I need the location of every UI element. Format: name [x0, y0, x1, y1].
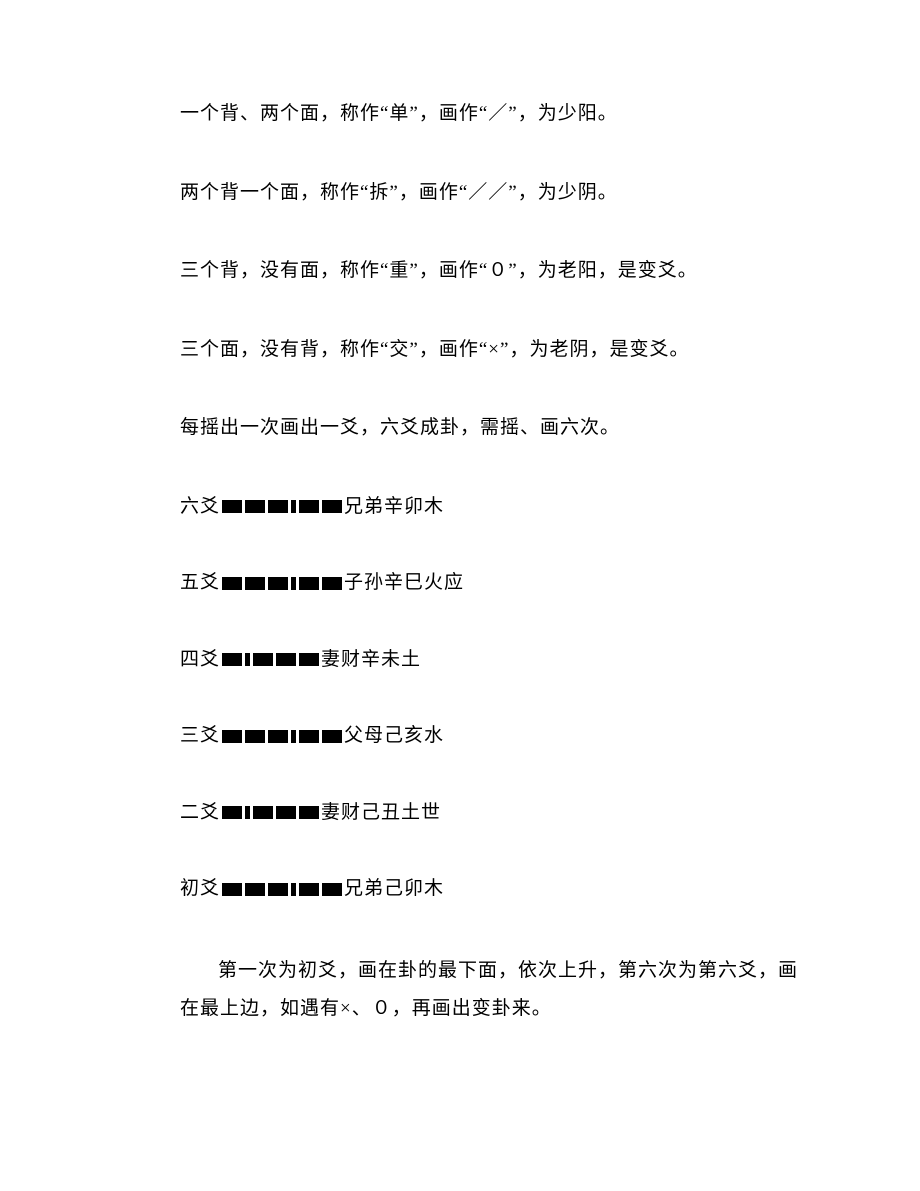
- bar-segment: [268, 730, 288, 743]
- bar-segment: [299, 806, 319, 819]
- yao-description: 父母己亥水: [344, 722, 444, 751]
- bar-segment: [222, 653, 242, 666]
- yao-description: 兄弟己卯木: [344, 875, 444, 904]
- document-content: 一个背、两个面，称作“单”，画作“／”，为少阳。 两个背一个面，称作“拆”，画作…: [0, 0, 920, 1088]
- bar-segment: [322, 883, 342, 896]
- final-paragraph: 第一次为初爻，画在卦的最下面，依次上升，第六次为第六爻，画在最上边，如遇有×、０…: [180, 952, 800, 1028]
- yao-label: 四爻: [180, 646, 220, 675]
- paragraph-3: 三个背，没有面，称作“重”，画作“０”，为老阳，是变爻。: [180, 257, 800, 286]
- yao-bar: [222, 806, 319, 819]
- yao-label: 五爻: [180, 569, 220, 598]
- bar-segment: [299, 577, 319, 590]
- bar-segment: [222, 883, 242, 896]
- paragraph-1: 一个背、两个面，称作“单”，画作“／”，为少阳。: [180, 100, 800, 129]
- bar-segment: [245, 577, 265, 590]
- yao-label: 三爻: [180, 722, 220, 751]
- bar-segment: [268, 577, 288, 590]
- yao-bar: [222, 730, 342, 743]
- bar-segment: [299, 883, 319, 896]
- bar-segment: [299, 653, 319, 666]
- yao-line-4: 三爻 父母己亥水: [180, 722, 800, 751]
- yao-description: 子孙辛巳火应: [344, 569, 464, 598]
- bar-segment: [222, 500, 242, 513]
- yao-label: 二爻: [180, 799, 220, 828]
- bar-segment: [322, 730, 342, 743]
- bar-segment: [299, 730, 319, 743]
- yao-bar: [222, 577, 342, 590]
- paragraph-2: 两个背一个面，称作“拆”，画作“／／”，为少阴。: [180, 179, 800, 208]
- paragraph-4: 三个面，没有背，称作“交”，画作“×”，为老阴，是变爻。: [180, 336, 800, 365]
- bar-segment: [245, 500, 265, 513]
- bar-segment: [222, 577, 242, 590]
- yao-line-1: 六爻 兄弟辛卯木: [180, 493, 800, 522]
- yao-bar: [222, 653, 319, 666]
- bar-segment: [268, 500, 288, 513]
- yao-description: 兄弟辛卯木: [344, 493, 444, 522]
- yao-bar: [222, 500, 342, 513]
- yao-line-3: 四爻 妻财辛未土: [180, 646, 800, 675]
- bar-segment: [299, 500, 319, 513]
- bar-segment: [322, 577, 342, 590]
- bar-segment: [245, 730, 265, 743]
- bar-segment: [245, 883, 265, 896]
- yao-line-5: 二爻 妻财己丑土世: [180, 799, 800, 828]
- yao-description: 妻财己丑土世: [321, 799, 441, 828]
- bar-segment: [222, 730, 242, 743]
- bar-segment: [253, 806, 273, 819]
- yao-line-2: 五爻 子孙辛巳火应: [180, 569, 800, 598]
- bar-segment: [253, 653, 273, 666]
- yao-description: 妻财辛未土: [321, 646, 421, 675]
- bar-segment: [222, 806, 242, 819]
- bar-segment: [268, 883, 288, 896]
- yao-bar: [222, 883, 342, 896]
- yao-label: 六爻: [180, 493, 220, 522]
- yao-lines-container: 六爻 兄弟辛卯木五爻 子孙辛巳火应四爻 妻财辛未土三爻 父母己亥水二爻 妻财己丑土世初爻 兄…: [180, 493, 800, 904]
- paragraph-5: 每摇出一次画出一爻，六爻成卦，需摇、画六次。: [180, 414, 800, 443]
- bar-segment: [276, 653, 296, 666]
- yao-line-6: 初爻 兄弟己卯木: [180, 875, 800, 904]
- bar-segment: [322, 500, 342, 513]
- bar-segment: [276, 806, 296, 819]
- yao-label: 初爻: [180, 875, 220, 904]
